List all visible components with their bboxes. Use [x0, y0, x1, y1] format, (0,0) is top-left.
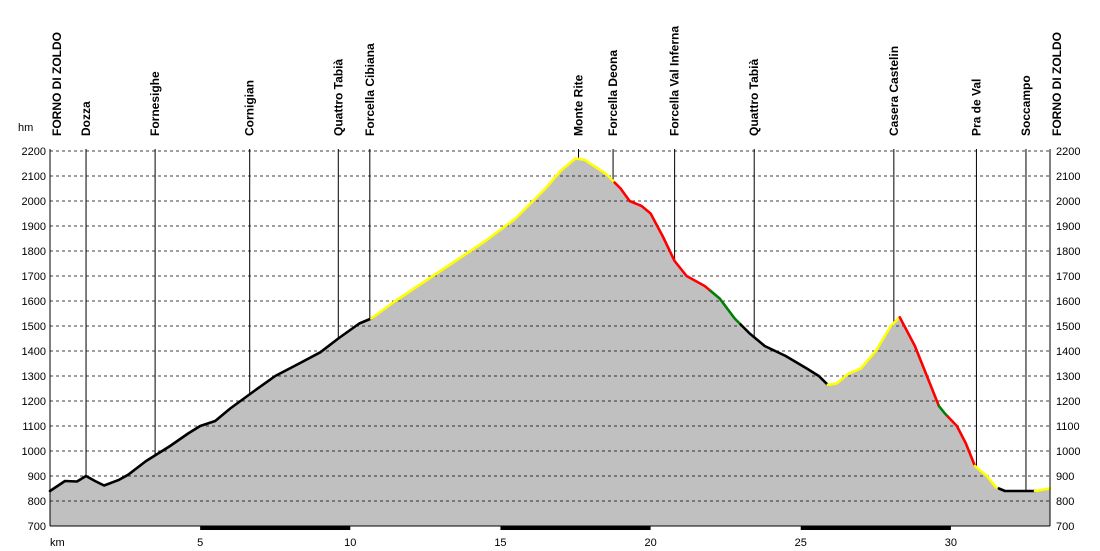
- waypoint-label-5: Forcella Cibiana: [363, 43, 377, 136]
- y-tick-label-left-1100: 1100: [22, 421, 46, 433]
- y-tick-label-left-1900: 1900: [22, 221, 46, 233]
- x-tick-label-15: 15: [494, 537, 506, 549]
- x-tick-label-20: 20: [644, 537, 656, 549]
- y-tick-label-right-1900: 1900: [1056, 221, 1080, 233]
- profile-segment-10-black: [997, 487, 1037, 493]
- x-axis-band-0: [200, 526, 351, 530]
- y-tick-label-left-1500: 1500: [22, 321, 46, 333]
- waypoint-label-7: Forcella Deona: [606, 50, 620, 136]
- profile-segment-0-black: [48, 317, 373, 493]
- y-tick-label-left-1600: 1600: [22, 296, 46, 308]
- waypoint-label-11: Pra de Val: [969, 79, 983, 136]
- x-tick-label-10: 10: [344, 537, 356, 549]
- profile-segment-4-black: [739, 323, 830, 387]
- y-tick-label-right-1200: 1200: [1056, 396, 1080, 408]
- waypoint-label-1: Dozza: [79, 101, 93, 136]
- waypoint-labels-layer: FORNO DI ZOLDO Dozza Fornesighe Cornigian Qu…: [50, 26, 1064, 136]
- y-tick-label-left-1300: 1300: [22, 371, 46, 383]
- y-tick-label-right-1600: 1600: [1056, 296, 1080, 308]
- profile-segment-9-yellow: [973, 464, 1001, 490]
- profile-line-layer: [48, 157, 1052, 493]
- waypoint-label-10: Casera Castelin: [887, 46, 901, 136]
- y-tick-label-left-1800: 1800: [22, 246, 46, 258]
- x-tick-labels-layer: 5 10 15 20 25 30: [197, 537, 957, 549]
- profile-segment-11-yellow: [1033, 487, 1052, 493]
- y-tick-label-left-700: 700: [28, 521, 46, 533]
- y-tick-label-right-2000: 2000: [1056, 196, 1080, 208]
- y-tick-label-right-2100: 2100: [1056, 171, 1080, 183]
- waypoint-label-6: Monte Rite: [572, 74, 586, 136]
- waypoint-label-4: Quattro Tabià: [331, 59, 345, 136]
- profile-segment-6-red: [898, 316, 941, 408]
- waypoint-label-8: Forcella Val Inferna: [668, 26, 682, 136]
- waypoint-label-13: FORNO DI ZOLDO: [1050, 32, 1064, 136]
- gridlines-layer: [50, 150, 1050, 502]
- y-tick-label-left-2000: 2000: [22, 196, 46, 208]
- y-tick-label-right-700: 700: [1056, 521, 1074, 533]
- y-tick-label-right-1300: 1300: [1056, 371, 1080, 383]
- y-tick-label-left-800: 800: [28, 496, 46, 508]
- y-tick-label-right-1800: 1800: [1056, 246, 1080, 258]
- y-tick-label-left-2200: 2200: [22, 146, 46, 158]
- y-tick-label-right-2200: 2200: [1056, 146, 1080, 158]
- y-tick-label-left-1200: 1200: [22, 396, 46, 408]
- x-axis-band-2: [800, 526, 951, 530]
- x-tick-label-30: 30: [945, 537, 957, 549]
- profile-segment-8-red: [946, 415, 977, 468]
- x-axis-band-1: [500, 526, 651, 530]
- waypoint-label-0: FORNO DI ZOLDO: [50, 32, 64, 136]
- waypoint-label-2: Fornesighe: [148, 71, 162, 136]
- waypoint-lines-layer: [85, 149, 1027, 491]
- x-axis-label: km: [50, 537, 65, 549]
- y-tick-labels-layer: 700 700 800 800 900 900 1000 1000 1100 1100 1200 12…: [22, 146, 1081, 533]
- x-tick-label-5: 5: [197, 537, 203, 549]
- y-tick-label-right-1000: 1000: [1056, 446, 1080, 458]
- y-tick-label-right-900: 900: [1056, 471, 1074, 483]
- x-tick-label-25: 25: [795, 537, 807, 549]
- y-tick-label-left-900: 900: [28, 471, 46, 483]
- y-tick-label-left-1000: 1000: [22, 446, 46, 458]
- y-tick-label-left-2100: 2100: [22, 171, 46, 183]
- y-tick-label-right-1500: 1500: [1056, 321, 1080, 333]
- profile-segment-3-green: [709, 289, 742, 326]
- profile-segment-7-green: [937, 404, 950, 418]
- waypoint-label-9: Quattro Tabià: [747, 59, 761, 136]
- y-tick-label-left-1700: 1700: [22, 271, 46, 283]
- y-tick-label-left-1400: 1400: [22, 346, 46, 358]
- y-tick-label-right-1400: 1400: [1056, 346, 1080, 358]
- axes-layer: [49, 149, 1051, 530]
- profile-fill: [50, 158, 1050, 526]
- y-tick-label-right-1700: 1700: [1056, 271, 1080, 283]
- y-tick-label-right-800: 800: [1056, 496, 1074, 508]
- profile-segment-1-yellow: [370, 157, 616, 320]
- profile-segment-2-red: [613, 181, 712, 293]
- y-tick-label-right-1100: 1100: [1056, 421, 1080, 433]
- y-axis-label: hm: [18, 122, 33, 134]
- profile-area-layer: [50, 158, 1050, 526]
- waypoint-label-12: Soccampo: [1019, 75, 1033, 136]
- profile-segment-5-yellow: [826, 316, 902, 387]
- waypoint-label-3: Cornigian: [243, 80, 257, 136]
